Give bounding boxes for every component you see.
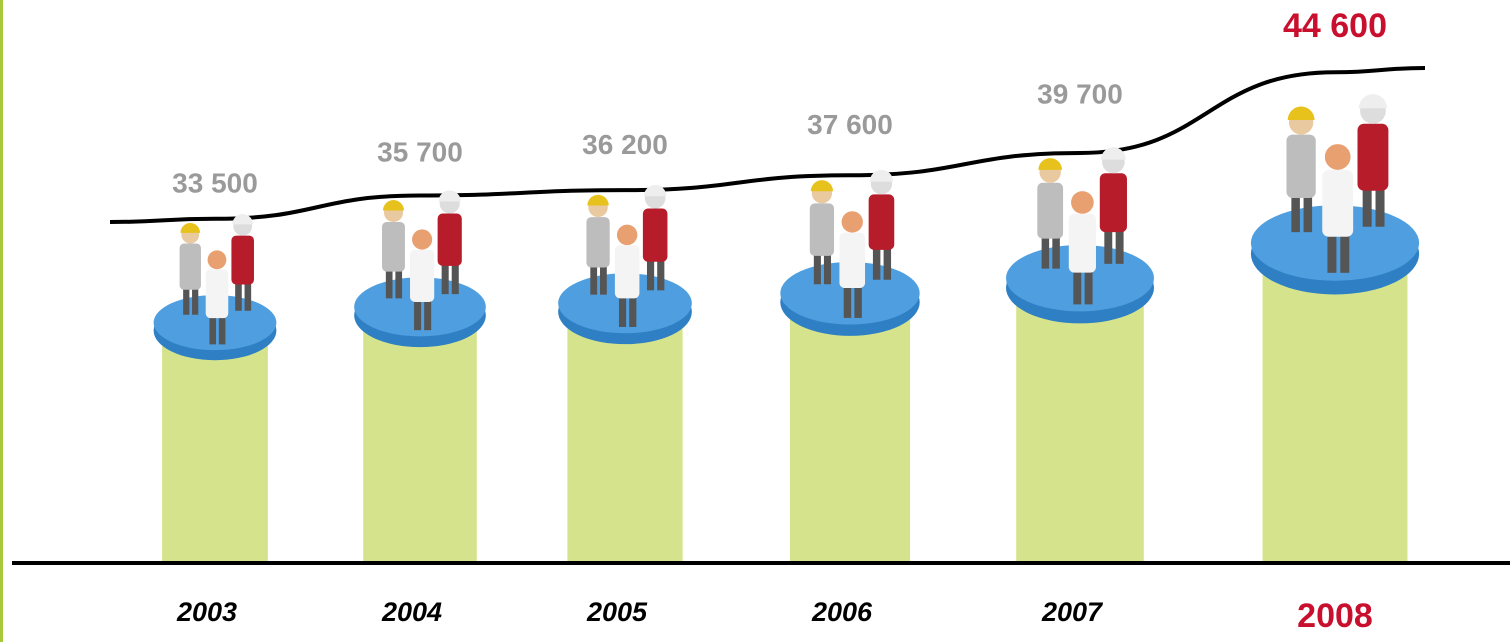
- head: [1325, 144, 1351, 170]
- torso: [615, 245, 640, 298]
- leg: [219, 314, 226, 344]
- torso: [1322, 170, 1353, 237]
- helmet: [383, 200, 404, 211]
- leg: [395, 268, 402, 299]
- chart: 33 500 2003 35 700 2004 36 200 2005 37 600 2006…: [0, 0, 1510, 642]
- head: [412, 229, 432, 249]
- helmet: [232, 214, 253, 224]
- value-label: 39 700: [1037, 78, 1123, 109]
- leg: [183, 286, 189, 314]
- leg: [884, 246, 891, 280]
- helmet: [1038, 158, 1062, 170]
- torso: [1069, 214, 1096, 273]
- torso: [180, 244, 201, 290]
- torso: [382, 222, 405, 272]
- leg: [1363, 186, 1372, 227]
- trend-curve: [110, 68, 1425, 222]
- leg: [657, 258, 664, 291]
- torso: [1037, 183, 1063, 239]
- leg: [629, 294, 636, 327]
- leg: [452, 262, 459, 294]
- leg: [192, 286, 198, 314]
- leg: [1052, 234, 1060, 268]
- leg: [209, 314, 216, 344]
- leg: [235, 281, 242, 311]
- torso: [438, 214, 462, 266]
- leg: [1327, 232, 1336, 273]
- leg: [854, 284, 861, 318]
- torso: [869, 194, 895, 249]
- x-tick-label: 2007: [1041, 597, 1104, 627]
- leg: [873, 246, 880, 280]
- leg: [1104, 228, 1112, 264]
- torso: [206, 269, 229, 318]
- helmet: [644, 185, 667, 196]
- x-tick-label: 2004: [381, 597, 442, 627]
- person-icon: [1357, 94, 1388, 227]
- leg: [600, 264, 607, 295]
- value-label: 35 700: [377, 136, 463, 167]
- leg: [1304, 193, 1313, 232]
- bars: [154, 205, 1419, 563]
- leg: [414, 298, 421, 330]
- torso: [1286, 135, 1315, 198]
- helmet: [811, 180, 833, 191]
- person-icon: [231, 214, 254, 311]
- head: [842, 211, 863, 232]
- leg: [1085, 268, 1093, 304]
- leg: [245, 281, 252, 311]
- leg: [1073, 268, 1081, 304]
- torso: [1100, 173, 1127, 232]
- leg: [1042, 234, 1050, 268]
- leg: [590, 264, 597, 295]
- helmet: [870, 170, 893, 182]
- x-tick-label: 2008: [1297, 597, 1373, 635]
- helmet: [1288, 107, 1315, 120]
- helmet: [587, 195, 608, 206]
- leg: [647, 258, 654, 291]
- head: [208, 250, 227, 269]
- leg: [1291, 193, 1300, 232]
- person-icon: [1100, 147, 1127, 264]
- torso: [231, 236, 254, 285]
- leg: [442, 262, 449, 294]
- leg: [814, 252, 821, 284]
- torso: [839, 233, 865, 288]
- value-label: 44 600: [1283, 7, 1387, 45]
- torso: [586, 217, 609, 267]
- leg: [1376, 186, 1385, 227]
- x-tick-label: 2003: [176, 597, 237, 627]
- leg: [824, 252, 831, 284]
- x-tick-label: 2005: [586, 597, 648, 627]
- value-label: 33 500: [172, 167, 258, 198]
- torso: [1357, 124, 1388, 191]
- leg: [1340, 232, 1349, 273]
- leg: [386, 268, 393, 299]
- helmet: [1359, 94, 1387, 108]
- head: [617, 225, 637, 245]
- leg: [619, 294, 626, 327]
- value-label: 36 200: [582, 129, 668, 160]
- helmet: [180, 223, 200, 233]
- leg: [844, 284, 851, 318]
- torso: [810, 203, 834, 256]
- torso: [410, 250, 434, 302]
- leg: [424, 298, 431, 330]
- helmet: [439, 190, 461, 201]
- head: [1071, 191, 1094, 214]
- leg: [1116, 228, 1124, 264]
- person-icon: [643, 185, 668, 290]
- person-icon: [438, 190, 462, 294]
- x-tick-label: 2006: [811, 597, 873, 627]
- value-label: 37 600: [807, 109, 893, 140]
- torso: [643, 208, 668, 261]
- person-icon: [869, 170, 895, 280]
